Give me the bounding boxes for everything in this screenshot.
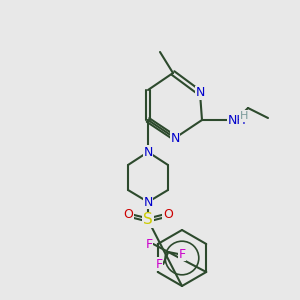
Text: S: S	[143, 212, 153, 227]
Text: F: F	[146, 238, 153, 250]
Text: NH: NH	[228, 113, 247, 127]
Text: O: O	[163, 208, 173, 221]
Text: H: H	[240, 111, 248, 121]
Text: F: F	[179, 248, 186, 260]
Text: O: O	[123, 208, 133, 221]
Text: N: N	[195, 86, 205, 100]
Text: N: N	[143, 196, 153, 208]
Text: N: N	[143, 146, 153, 158]
Text: F: F	[156, 257, 163, 271]
Text: N: N	[170, 131, 180, 145]
